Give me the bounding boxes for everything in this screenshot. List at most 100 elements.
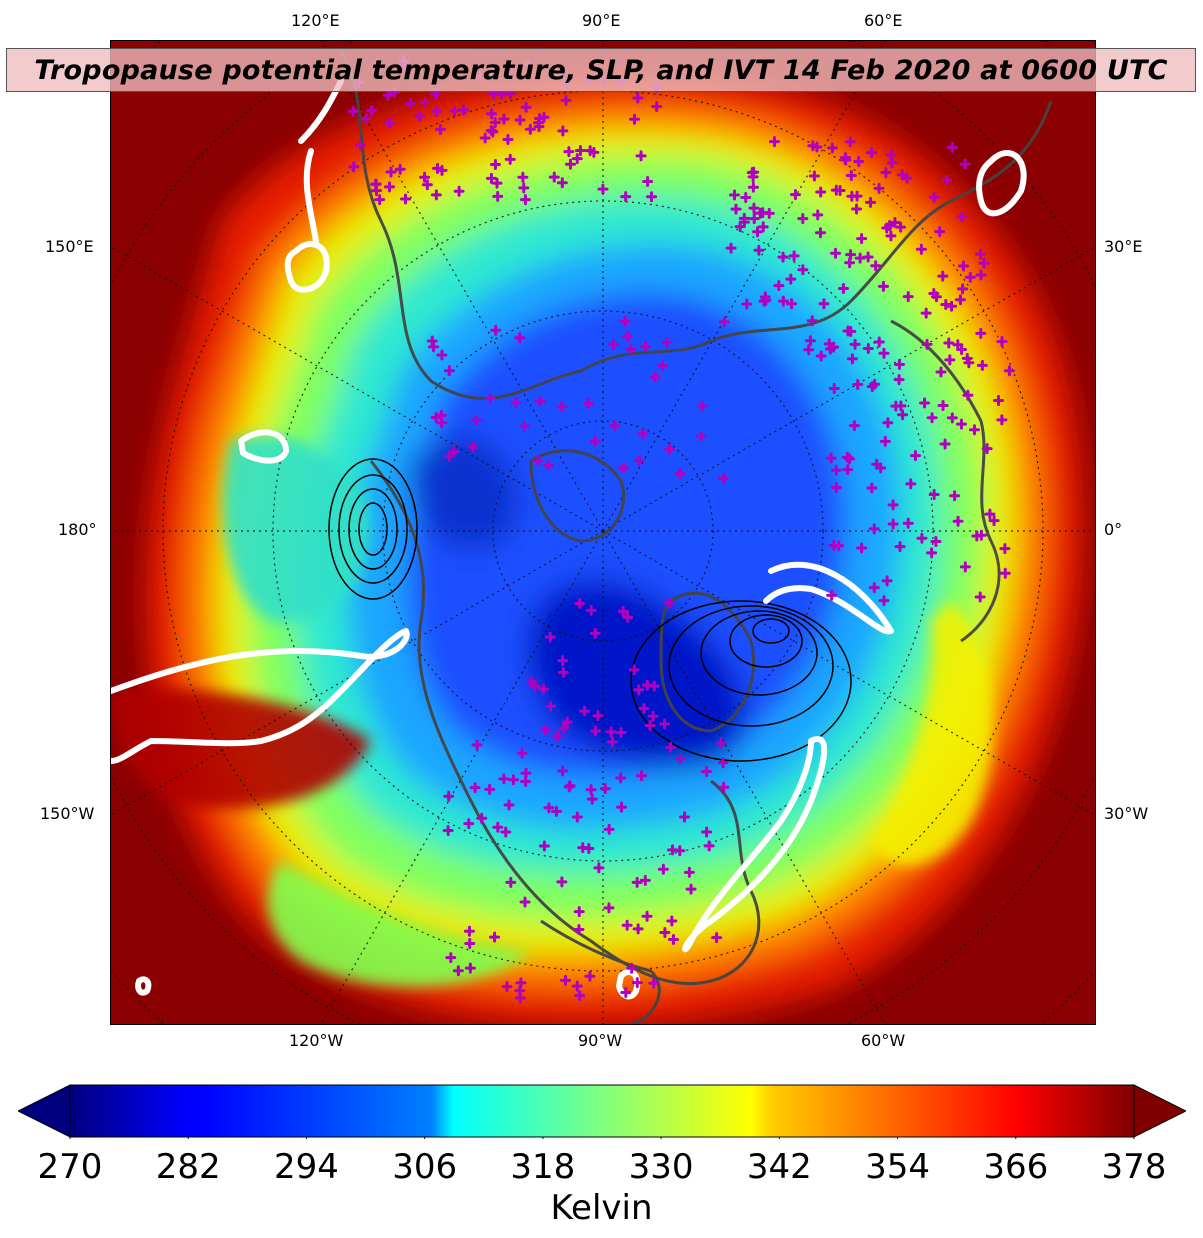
- station-marker: [926, 412, 938, 424]
- station-marker: [815, 350, 827, 362]
- station-marker: [419, 171, 431, 183]
- station-marker: [930, 535, 942, 547]
- station-marker: [442, 824, 454, 836]
- station-marker: [543, 459, 555, 471]
- station-marker: [592, 710, 604, 722]
- station-marker: [976, 359, 988, 371]
- station-marker: [515, 977, 527, 989]
- station-marker: [667, 933, 679, 945]
- station-marker: [436, 417, 448, 429]
- station-marker: [937, 270, 949, 282]
- station-marker: [490, 324, 502, 336]
- station-marker: [975, 327, 987, 339]
- colorbar-tick-label: 318: [510, 1147, 576, 1187]
- station-marker: [574, 144, 586, 156]
- station-marker: [463, 925, 475, 937]
- colorbar-tick-label: 306: [392, 1147, 458, 1187]
- station-marker: [877, 280, 889, 292]
- station-marker: [730, 203, 742, 215]
- slp-low-atlantic-3: [700, 610, 818, 696]
- station-marker: [873, 336, 885, 348]
- station-marker: [865, 196, 877, 208]
- station-marker: [571, 811, 583, 823]
- station-marker: [955, 418, 967, 430]
- station-marker: [589, 725, 601, 737]
- station-marker: [647, 710, 659, 722]
- station-marker: [875, 462, 887, 474]
- station-marker: [841, 451, 853, 463]
- station-marker: [978, 257, 990, 269]
- station-marker: [574, 598, 586, 610]
- station-marker: [683, 866, 695, 878]
- station-marker: [557, 666, 569, 678]
- ivt-aleutian-loop: [238, 429, 289, 464]
- station-marker: [514, 332, 526, 344]
- station-marker: [717, 757, 729, 769]
- station-marker: [609, 420, 621, 432]
- station-marker: [984, 508, 996, 520]
- station-marker: [957, 283, 969, 295]
- station-marker: [959, 561, 971, 573]
- station-marker: [557, 765, 569, 777]
- station-marker: [996, 414, 1008, 426]
- station-marker: [484, 783, 496, 795]
- station-marker: [902, 517, 914, 529]
- station-marker: [507, 774, 519, 786]
- station-marker: [946, 141, 958, 153]
- lon-label-right-1: 30°E: [1104, 237, 1143, 256]
- station-marker: [939, 438, 951, 450]
- station-marker: [826, 589, 838, 601]
- station-marker: [502, 134, 514, 146]
- station-marker: [640, 341, 652, 353]
- lon-label-left-1: 150°E: [45, 237, 94, 256]
- station-marker: [585, 604, 597, 616]
- station-marker: [443, 365, 455, 377]
- station-marker: [605, 726, 617, 738]
- station-marker: [846, 190, 858, 202]
- slp-low-atlantic-1: [752, 618, 790, 644]
- station-marker: [975, 269, 987, 281]
- station-marker: [934, 226, 946, 238]
- station-marker: [551, 730, 563, 742]
- station-marker: [419, 96, 431, 108]
- station-marker: [489, 117, 501, 129]
- station-marker: [432, 162, 444, 174]
- station-marker: [635, 150, 647, 162]
- station-marker: [870, 260, 882, 272]
- station-marker: [740, 191, 752, 203]
- station-marker: [479, 132, 491, 144]
- station-marker: [519, 420, 531, 432]
- station-marker: [962, 389, 974, 401]
- meridian-120W: [320, 530, 604, 1024]
- station-marker: [830, 482, 842, 494]
- station-marker: [878, 347, 890, 359]
- station-marker: [968, 424, 980, 436]
- station-marker: [563, 146, 575, 158]
- station-marker: [852, 379, 864, 391]
- station-marker: [550, 805, 562, 817]
- station-marker: [851, 203, 863, 215]
- station-marker: [593, 862, 605, 874]
- station-marker: [886, 157, 898, 169]
- station-marker: [642, 175, 654, 187]
- station-marker: [492, 190, 504, 202]
- station-marker: [828, 341, 840, 353]
- station-marker: [842, 464, 854, 476]
- station-marker: [946, 412, 958, 424]
- station-marker: [524, 123, 536, 135]
- slp-low-pacific-4: [328, 458, 418, 600]
- station-marker: [928, 287, 940, 299]
- station-marker: [543, 802, 555, 814]
- station-marker: [862, 342, 874, 354]
- station-marker: [485, 124, 497, 136]
- map-title: Tropopause potential temperature, SLP, a…: [34, 54, 1168, 86]
- station-marker: [808, 170, 820, 182]
- station-marker: [675, 753, 687, 765]
- station-marker: [902, 291, 914, 303]
- station-marker: [981, 443, 993, 455]
- station-marker: [532, 455, 544, 467]
- station-marker: [626, 962, 638, 974]
- station-marker: [556, 177, 568, 189]
- station-marker: [844, 257, 856, 269]
- station-marker: [828, 382, 840, 394]
